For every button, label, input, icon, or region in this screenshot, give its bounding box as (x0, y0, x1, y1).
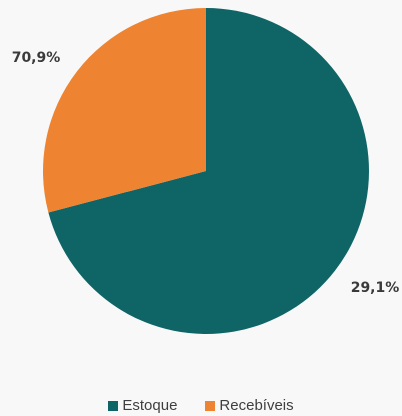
legend-item-recebiveis[interactable]: Recebíveis (205, 397, 294, 414)
data-label-0: 70,9% (12, 50, 61, 66)
data-label-1: 29,1% (351, 280, 400, 296)
legend-swatch-estoque (108, 401, 119, 411)
legend-label-recebiveis: Recebíveis (219, 397, 294, 414)
legend: Estoque Recebíveis (0, 398, 402, 414)
pie-slice-1[interactable] (42, 8, 206, 213)
legend-label-estoque: Estoque (122, 397, 178, 414)
legend-swatch-recebiveis (205, 401, 216, 411)
legend-item-estoque[interactable]: Estoque (108, 398, 177, 414)
pie-slice-0[interactable] (48, 8, 370, 334)
